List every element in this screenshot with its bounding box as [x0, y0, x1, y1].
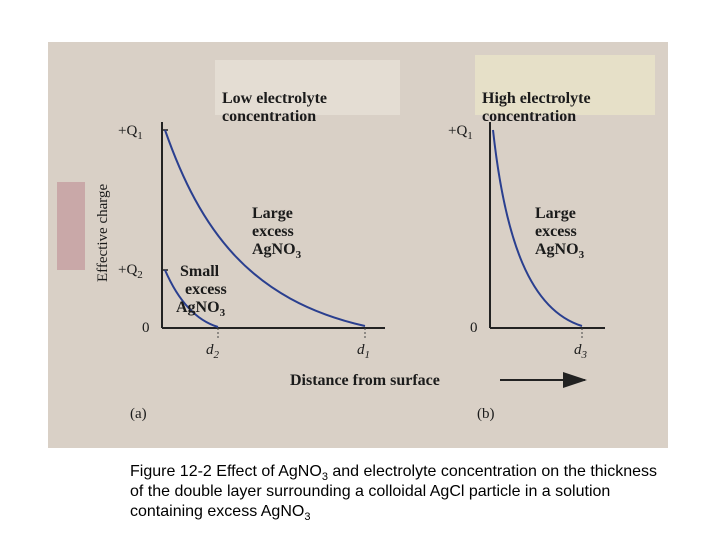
origin-label: 0 — [470, 320, 478, 336]
label-text: d — [574, 342, 582, 358]
annotation: AgNO3 — [176, 299, 226, 319]
annotation: Large — [535, 205, 576, 222]
label-text: +Q — [118, 123, 137, 139]
origin-label: 0 — [142, 320, 150, 336]
panel-title: High electrolyte — [482, 90, 591, 107]
axis-label: +Q1 — [448, 123, 473, 142]
tick-label: d3 — [574, 342, 588, 361]
curve — [492, 129, 583, 327]
label-text: AgNO — [535, 241, 579, 258]
label-text: +Q — [118, 262, 137, 278]
panel-label: (b) — [477, 406, 495, 422]
axis-label: +Q1 — [118, 123, 143, 142]
annotation: Large — [252, 205, 293, 222]
x-axis-label: Distance from surface — [290, 372, 440, 389]
label-text: d — [357, 342, 365, 358]
title-patch — [215, 60, 400, 115]
tick-label: d1 — [357, 342, 370, 361]
subscript: 3 — [579, 249, 585, 261]
subscript: 3 — [581, 349, 588, 361]
panel-label: (a) — [130, 406, 147, 422]
title-patch — [475, 55, 655, 115]
annotation: excess — [185, 281, 227, 298]
caption-text: Figure 12-2 Effect of AgNO — [130, 463, 322, 480]
panel-title: concentration — [482, 108, 576, 125]
caption-text: and electrolyte concentration on the thi… — [130, 463, 658, 520]
annotation: excess — [535, 223, 577, 240]
subscript: 1 — [137, 130, 143, 142]
annotation: excess — [252, 223, 294, 240]
label-text: AgNO — [176, 299, 220, 316]
subscript: 1 — [365, 349, 371, 361]
side-mark — [57, 182, 85, 270]
subscript: 3 — [321, 471, 328, 484]
annotation: Small — [180, 263, 220, 280]
tick-label: d2 — [206, 342, 220, 361]
subscript: 3 — [220, 307, 226, 319]
y-axis-label: Effective charge — [95, 184, 111, 282]
subscript: 3 — [296, 249, 302, 261]
label-text: d — [206, 342, 214, 358]
panel-title: Low electrolyte — [222, 90, 327, 107]
caption: Figure 12-2 Effect of AgNO3 and electrol… — [130, 462, 670, 524]
subscript: 2 — [214, 349, 220, 361]
annotation: AgNO3 — [252, 241, 302, 261]
subscript: 2 — [137, 269, 143, 281]
subscript: 1 — [467, 130, 473, 142]
annotation: AgNO3 — [535, 241, 585, 261]
label-text: +Q — [448, 123, 467, 139]
curve — [164, 269, 219, 328]
panel-title: concentration — [222, 108, 316, 125]
figure: Low electrolyte concentration Effective … — [48, 42, 668, 448]
axis-label: +Q2 — [118, 262, 143, 281]
subscript: 3 — [304, 511, 311, 524]
curve — [164, 129, 366, 327]
label-text: AgNO — [252, 241, 296, 258]
